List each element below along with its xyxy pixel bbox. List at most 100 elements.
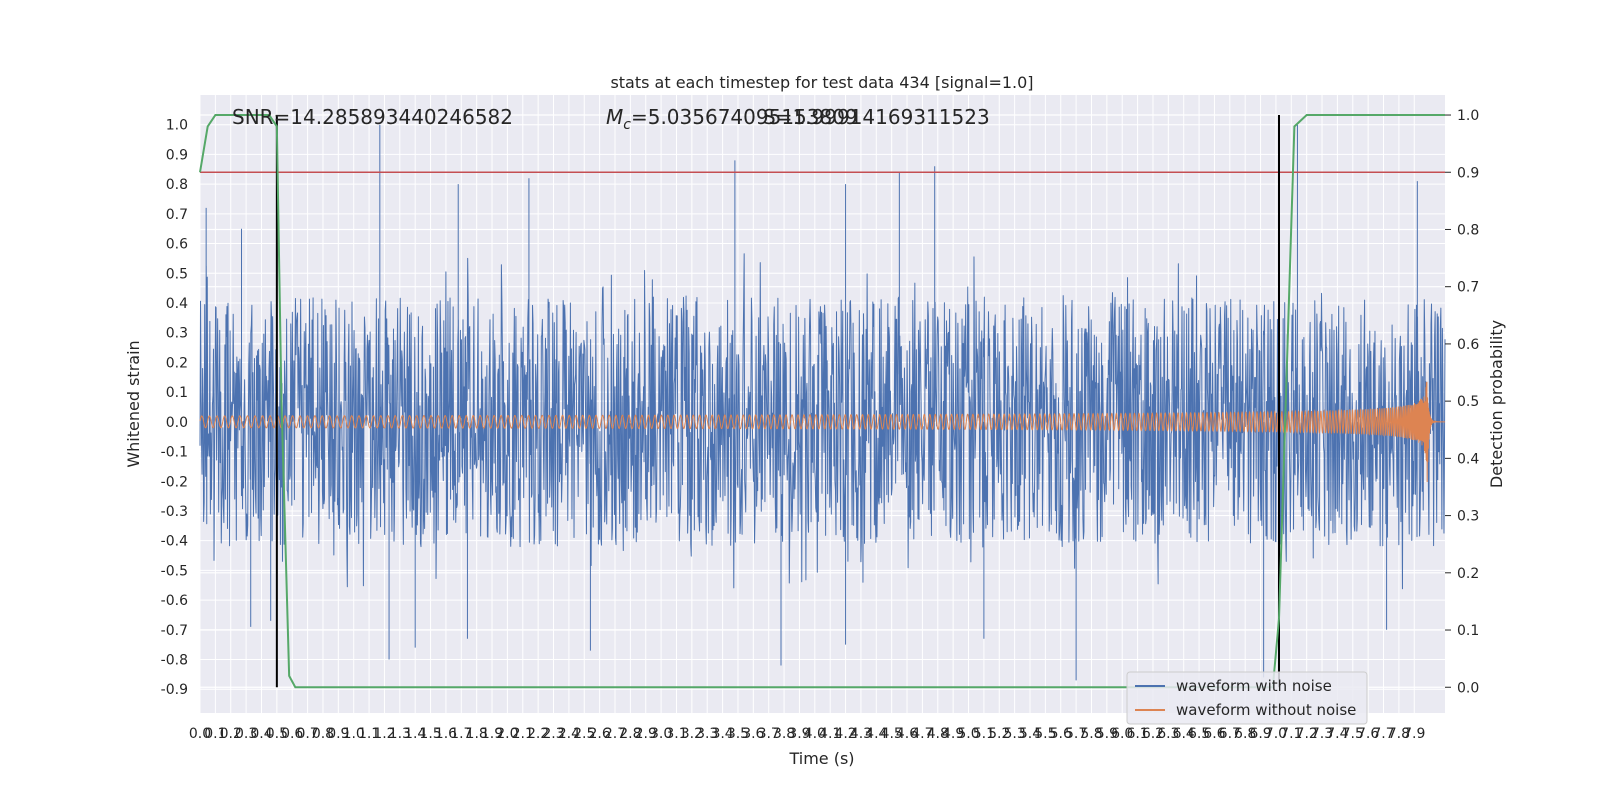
x-tick-label: 4.9 <box>942 726 964 742</box>
x-tick-label: 6.6 <box>1203 726 1225 742</box>
y-tick-label-left: 0.6 <box>166 237 188 253</box>
x-tick-label: 6.3 <box>1157 726 1179 742</box>
x-tick-label: 2.8 <box>619 726 641 742</box>
x-tick-label: 2.2 <box>527 726 549 742</box>
x-tick-label: 7.4 <box>1326 726 1348 742</box>
y-tick-label-left: 0.2 <box>166 355 188 371</box>
x-tick-label: 4.1 <box>819 726 841 742</box>
x-tick-label: 7.7 <box>1372 726 1394 742</box>
x-tick-label: 1.2 <box>373 726 395 742</box>
x-tick-label: 1.9 <box>481 726 503 742</box>
y-axis-label-left: Whitened strain <box>124 340 143 467</box>
y-tick-label-right: 1.0 <box>1457 108 1479 124</box>
y-tick-label-right: 0.2 <box>1457 566 1479 582</box>
x-tick-label: 4.0 <box>804 726 826 742</box>
x-tick-label: 7.6 <box>1357 726 1379 742</box>
mc-value: =5.035674095153809 <box>631 105 858 129</box>
x-tick-label: 4.3 <box>850 726 872 742</box>
x-tick-label: 0.2 <box>220 726 242 742</box>
x-tick-label: 2.3 <box>542 726 564 742</box>
x-tick-label: 3.6 <box>742 726 764 742</box>
x-tick-label: 4.5 <box>881 726 903 742</box>
x-tick-label: 0.0 <box>189 726 211 742</box>
x-tick-label: 0.5 <box>266 726 288 742</box>
mc-subscript: c <box>623 117 631 133</box>
x-tick-label: 2.9 <box>635 726 657 742</box>
mc-symbol: M <box>606 105 623 129</box>
x-tick-label: 6.8 <box>1234 726 1256 742</box>
x-tick-label: 2.5 <box>573 726 595 742</box>
x-tick-label: 5.4 <box>1019 726 1041 742</box>
x-tick-label: 1.8 <box>466 726 488 742</box>
x-tick-label: 0.4 <box>250 726 272 742</box>
x-tick-label: 6.1 <box>1126 726 1148 742</box>
y-tick-label-left: 0.7 <box>166 207 188 223</box>
y-tick-label-right: 0.8 <box>1457 222 1479 238</box>
x-tick-label: 1.1 <box>358 726 380 742</box>
s-annotation: S=1.99914169311523 <box>763 105 990 129</box>
x-tick-label: 0.1 <box>204 726 226 742</box>
y-tick-label-left: -0.7 <box>161 623 188 639</box>
x-tick-label: 3.4 <box>711 726 733 742</box>
y-tick-label-right: 0.1 <box>1457 623 1479 639</box>
x-tick-label: 6.0 <box>1111 726 1133 742</box>
x-tick-label: 4.6 <box>896 726 918 742</box>
x-tick-label: 2.7 <box>604 726 626 742</box>
y-tick-label-right: 0.5 <box>1457 394 1479 410</box>
y-tick-label-left: 1.0 <box>166 118 188 134</box>
x-tick-label: 5.2 <box>988 726 1010 742</box>
x-tick-label: 4.7 <box>911 726 933 742</box>
x-tick-label: 1.0 <box>343 726 365 742</box>
y-tick-label-right: 0.4 <box>1457 451 1479 467</box>
y-tick-label-left: -0.9 <box>161 682 188 698</box>
x-tick-label: 3.1 <box>665 726 687 742</box>
y-tick-label-left: -0.2 <box>161 474 188 490</box>
x-tick-label: 6.9 <box>1249 726 1271 742</box>
x-tick-label: 3.2 <box>681 726 703 742</box>
y-tick-label-right: 0.9 <box>1457 165 1479 181</box>
x-tick-label: 3.5 <box>727 726 749 742</box>
x-tick-label: 6.4 <box>1173 726 1195 742</box>
x-tick-label: 1.4 <box>404 726 426 742</box>
x-tick-label: 5.6 <box>1050 726 1072 742</box>
y-tick-label-left: -0.5 <box>161 563 188 579</box>
y-tick-label-right: 0.0 <box>1457 680 1479 696</box>
y-tick-label-left: -0.1 <box>161 445 188 461</box>
x-tick-label: 6.2 <box>1142 726 1164 742</box>
y-tick-label-right: 0.3 <box>1457 509 1479 525</box>
x-tick-label: 7.2 <box>1296 726 1318 742</box>
x-tick-label: 3.8 <box>773 726 795 742</box>
x-tick-label: 7.1 <box>1280 726 1302 742</box>
x-tick-label: 6.7 <box>1219 726 1241 742</box>
x-tick-label: 1.5 <box>419 726 441 742</box>
x-tick-label: 2.1 <box>512 726 534 742</box>
x-tick-label: 7.8 <box>1388 726 1410 742</box>
x-axis-label: Time (s) <box>788 749 854 768</box>
y-tick-label-left: 0.4 <box>166 296 188 312</box>
legend: waveform with noise waveform without noi… <box>1126 671 1368 725</box>
x-tick-label: 7.9 <box>1403 726 1425 742</box>
x-tick-label: 2.4 <box>558 726 580 742</box>
x-tick-label: 3.7 <box>758 726 780 742</box>
x-tick-label: 6.5 <box>1188 726 1210 742</box>
x-tick-label: 0.9 <box>327 726 349 742</box>
x-tick-label: 5.0 <box>957 726 979 742</box>
y-tick-label-right: 0.7 <box>1457 280 1479 296</box>
x-tick-label: 5.7 <box>1065 726 1087 742</box>
x-tick-label: 3.9 <box>788 726 810 742</box>
y-axis-label-right: Detection probability <box>1487 320 1506 488</box>
y-tick-label-left: 0.8 <box>166 177 188 193</box>
legend-label-noisy: waveform with noise <box>1176 677 1332 695</box>
series-layer <box>199 124 1446 681</box>
overlay <box>199 114 1445 689</box>
y-tick-label-left: -0.3 <box>161 504 188 520</box>
x-tick-label: 2.0 <box>496 726 518 742</box>
y-tick-label-right: 0.6 <box>1457 337 1479 353</box>
x-tick-label: 7.3 <box>1311 726 1333 742</box>
chart-title: stats at each timestep for test data 434… <box>610 73 1033 92</box>
x-tick-label: 0.7 <box>296 726 318 742</box>
x-tick-label: 0.8 <box>312 726 334 742</box>
x-tick-label: 3.3 <box>696 726 718 742</box>
x-tick-label: 2.6 <box>588 726 610 742</box>
series-detection-probability <box>199 114 1445 689</box>
